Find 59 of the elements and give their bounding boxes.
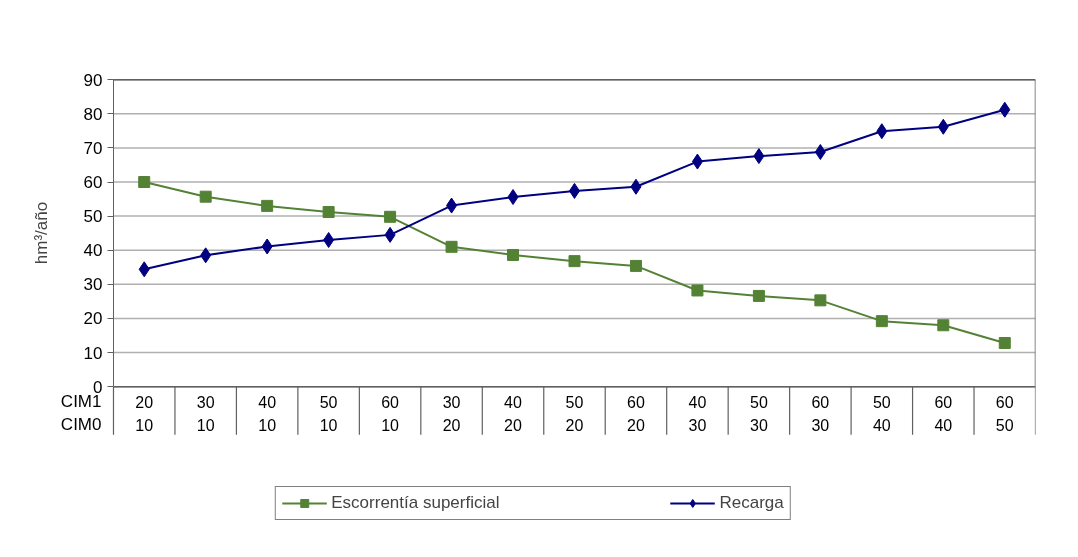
point	[814, 144, 826, 161]
point	[384, 226, 396, 243]
point	[568, 255, 581, 268]
y-tick-label: 40	[83, 241, 103, 261]
y-tick-label: 50	[83, 207, 103, 227]
text: CIM1	[60, 392, 102, 412]
point	[999, 101, 1011, 118]
point	[322, 206, 335, 219]
point	[937, 319, 950, 332]
x-tick-label: 60 40	[934, 393, 953, 434]
point	[691, 284, 704, 297]
x-tick-label: 30 10	[196, 393, 215, 434]
point	[814, 294, 827, 307]
point	[261, 199, 274, 212]
point	[507, 189, 519, 206]
x-tick-label: 50 30	[750, 393, 768, 434]
x-tick-label: 20 10	[135, 393, 154, 434]
x-tick-label: 50 10	[319, 393, 338, 434]
x-tick-label: 60 30	[811, 393, 830, 434]
point	[138, 261, 150, 278]
point	[199, 190, 212, 203]
point	[875, 315, 888, 328]
y-axis-title: hm³/año	[31, 201, 51, 265]
point	[446, 197, 458, 214]
x-tick-label: 30 20	[442, 393, 461, 434]
point	[384, 210, 397, 223]
point	[261, 238, 273, 255]
point	[507, 249, 520, 261]
y-tick-label: 30	[83, 275, 103, 295]
x-tick-label: 60 20	[627, 393, 645, 434]
point	[138, 176, 151, 189]
y-tick-label: 80	[83, 104, 103, 124]
text: CIM0	[60, 415, 102, 435]
x-tick-label: 40 30	[688, 393, 707, 434]
y-tick-label: 20	[83, 309, 103, 329]
x-tick-label: 40 10	[258, 393, 277, 434]
x-tick-label: 60 10	[381, 393, 400, 434]
point	[445, 240, 458, 253]
point	[937, 118, 949, 135]
point	[629, 259, 642, 272]
point	[752, 289, 765, 302]
point	[691, 153, 703, 170]
x-tick-label: 40 20	[504, 393, 523, 434]
point	[200, 247, 212, 264]
point	[323, 231, 335, 248]
point	[876, 123, 888, 140]
point	[998, 336, 1011, 349]
x-tick-label: 60 50	[995, 393, 1014, 434]
y-tick-label: 90	[83, 70, 103, 90]
y-tick-label: 60	[83, 173, 103, 193]
point	[630, 178, 642, 195]
point	[753, 148, 765, 165]
legend-label: Escorrentía superficial	[331, 493, 500, 513]
legend-label: Recarga	[719, 493, 784, 513]
y-tick-label: 70	[83, 138, 103, 158]
x-tick-label: 50 40	[872, 393, 891, 434]
x-tick-label: 50 20	[565, 393, 584, 434]
y-tick-label: 10	[83, 343, 103, 363]
point	[568, 182, 580, 199]
